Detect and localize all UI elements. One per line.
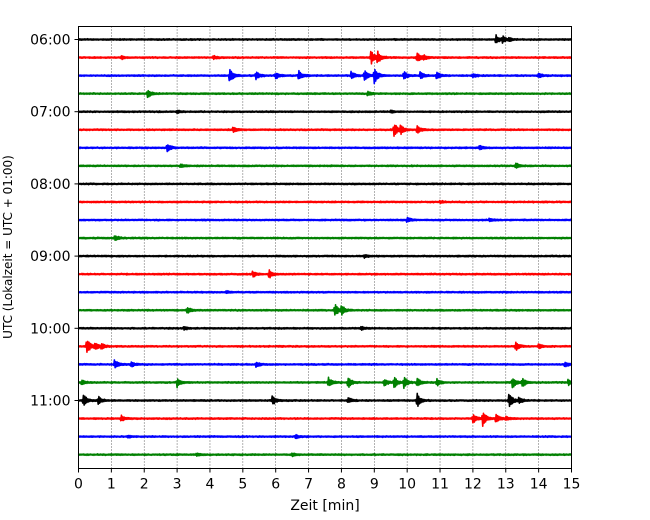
x-tick-label: 13 [497, 477, 515, 493]
x-tick-label: 5 [238, 477, 247, 493]
y-axis-label: UTC (Lokalzeit = UTC + 01:00) [1, 155, 15, 339]
x-tick-label: 6 [271, 477, 280, 493]
y-tick-label: 06:00 [30, 33, 70, 49]
trace-1045 [77, 376, 573, 390]
trace-0745 [77, 162, 573, 169]
x-axis-label: Zeit [min] [290, 498, 359, 514]
x-tick-label: 0 [74, 477, 83, 493]
trace-0730 [77, 144, 573, 153]
x-tick-label: 8 [337, 477, 346, 493]
trace-1015 [77, 340, 573, 353]
plot-area [78, 26, 572, 469]
trace-1130 [77, 433, 573, 440]
trace-0930 [77, 289, 573, 295]
trace-0700 [77, 109, 573, 115]
trace-0615 [77, 50, 573, 65]
trace-0830 [77, 216, 573, 223]
y-tick-label: 11:00 [30, 394, 70, 410]
x-tick-label: 15 [563, 477, 581, 493]
trace-0630 [77, 68, 573, 85]
trace-0815 [77, 199, 573, 205]
x-tick-label: 14 [530, 477, 548, 493]
x-tick-label: 11 [431, 477, 449, 493]
trace-1000 [77, 325, 573, 331]
trace-1100 [77, 392, 573, 408]
x-tick-label: 9 [370, 477, 379, 493]
y-tick-label: 08:00 [30, 177, 70, 193]
x-tick-label: 4 [206, 477, 215, 493]
trace-0600 [77, 34, 573, 44]
y-tick-label: 10:00 [30, 321, 70, 337]
trace-0800 [77, 182, 573, 186]
x-tick-label: 3 [173, 477, 182, 493]
plot-frame-group [78, 26, 572, 469]
y-tick-label: 07:00 [30, 105, 70, 121]
trace-0845 [77, 235, 573, 242]
trace-group [77, 34, 573, 458]
x-tick-label: 2 [140, 477, 149, 493]
trace-0715 [77, 124, 573, 137]
x-tick-label: 1 [107, 477, 116, 493]
y-tick-label: 09:00 [30, 249, 70, 265]
trace-0915 [77, 269, 573, 279]
trace-0645 [77, 89, 573, 99]
x-tick-label: 12 [464, 477, 482, 493]
trace-0900 [77, 254, 573, 259]
x-tick-label: 10 [398, 477, 416, 493]
trace-1115 [77, 412, 573, 428]
trace-1030 [77, 359, 573, 369]
trace-1145 [77, 452, 573, 458]
x-tick-label: 7 [304, 477, 313, 493]
trace-0945 [77, 304, 573, 316]
plot-border [78, 26, 572, 469]
y-axis-ticks: 06:00 07:00 08:00 09:00 10:00 11:00 [30, 33, 79, 410]
x-axis-ticks: 0 1 2 3 4 5 6 7 8 9 10 11 12 13 14 15 [74, 468, 581, 493]
